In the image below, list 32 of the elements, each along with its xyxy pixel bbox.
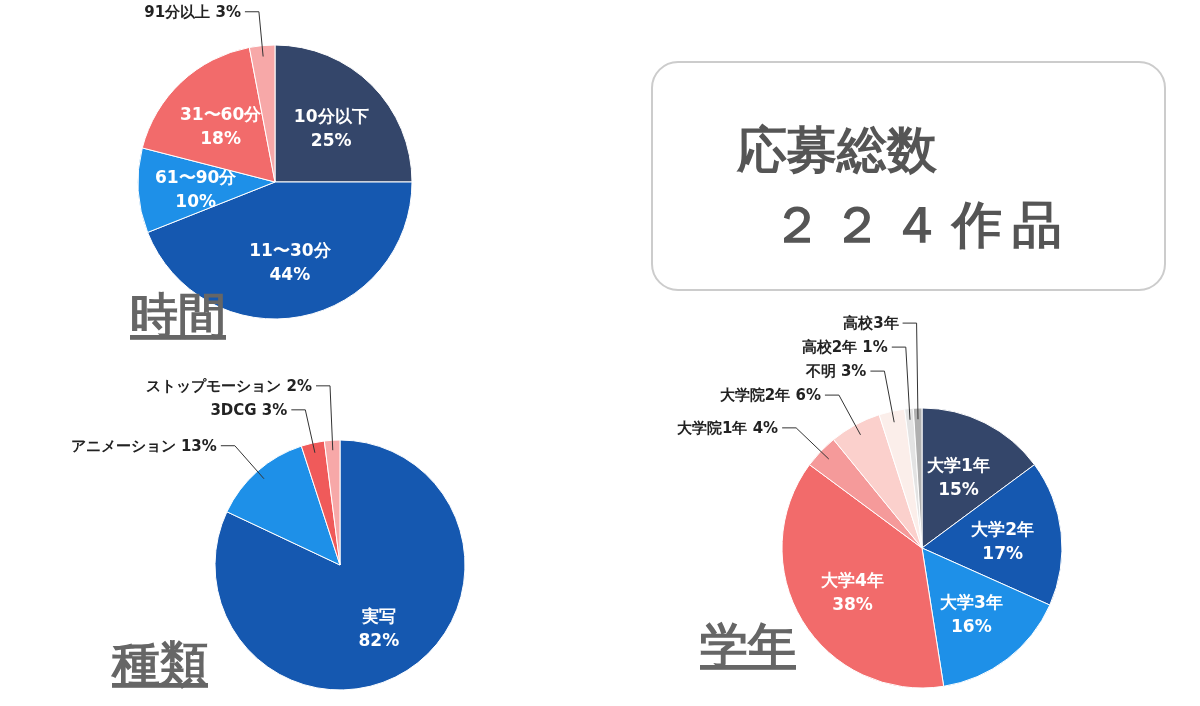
title: 時間 — [130, 287, 226, 343]
title: 種類 — [112, 635, 208, 691]
data-label: 15% — [938, 479, 979, 500]
slice-label: 大学院1年 4% — [676, 418, 779, 437]
data-label: 17% — [982, 543, 1024, 564]
slice-label: 高校3年 — [843, 314, 899, 333]
data-label: 38% — [832, 594, 873, 615]
slice-label: 大学1年 — [927, 455, 990, 476]
slice-label: 大学2年 — [971, 519, 1035, 540]
slice-label: 大学4年 — [821, 570, 884, 591]
slice-label: 61〜90分 — [155, 166, 238, 187]
text: 応募総数 — [736, 121, 938, 179]
slice-label: 実写 — [360, 606, 396, 627]
data-label: 10% — [175, 190, 217, 211]
data-label: 16% — [951, 616, 992, 637]
slice-label: 91分以上 3% — [144, 2, 241, 21]
data-label: 18% — [200, 128, 241, 149]
slice-label: 高校2年 1% — [801, 338, 888, 357]
slice-label: 11〜30分 — [249, 240, 332, 261]
slice-label: 大学3年 — [939, 592, 1003, 613]
data-label: 82% — [358, 630, 400, 651]
slice-label: アニメーション 13% — [70, 436, 217, 455]
data-label: 25% — [310, 129, 352, 150]
slice-label: 3DCG 3% — [210, 400, 288, 419]
title: 学年 — [700, 617, 796, 673]
slice-label: 大学院2年 6% — [719, 386, 821, 405]
data-label: 44% — [269, 264, 311, 285]
slice-label: 31〜60分 — [179, 104, 263, 125]
text: ２２４作品 — [772, 196, 1072, 254]
slice-label: 不明 3% — [804, 362, 867, 381]
slice-label: ストップモーション 2% — [146, 376, 313, 395]
slice-label: 10分以下 — [293, 105, 369, 126]
